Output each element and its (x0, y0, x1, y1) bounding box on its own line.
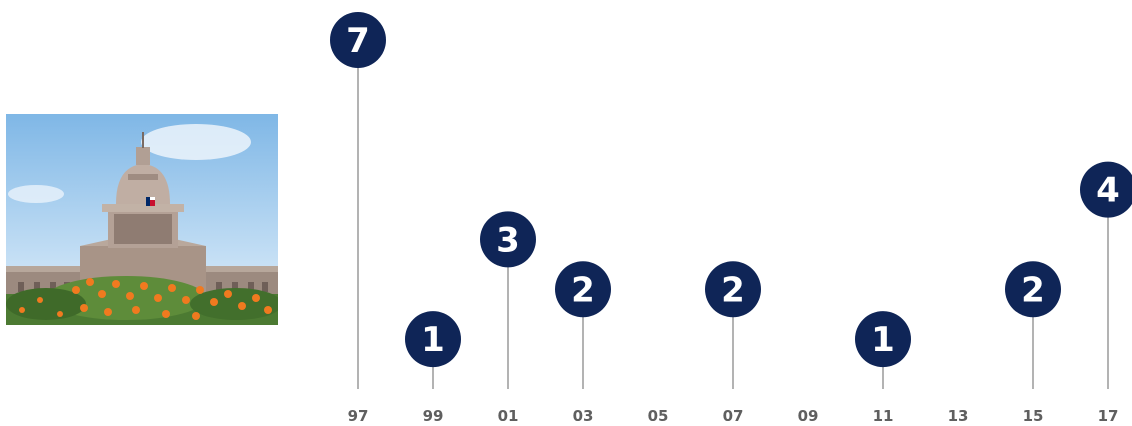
x-tick-label: 13 (948, 407, 969, 425)
value-bubble (1005, 261, 1061, 318)
x-tick-label: 01 (498, 407, 519, 425)
value-label: 1 (421, 320, 445, 360)
texas-capitol-photo-icon (6, 114, 278, 325)
value-label: 7 (346, 21, 370, 61)
x-tick-label: 09 (798, 407, 819, 425)
value-bubble (480, 211, 536, 268)
value-bubble (405, 311, 461, 368)
value-label: 2 (571, 270, 595, 310)
value-label: 1 (871, 320, 895, 360)
value-bubble (705, 261, 761, 318)
value-bubble (555, 261, 611, 318)
value-bubble (330, 12, 386, 68)
value-label: 4 (1096, 171, 1120, 211)
x-tick-label: 15 (1023, 407, 1044, 425)
x-tick-label: 03 (573, 407, 594, 425)
capitol-photo (6, 114, 278, 325)
x-tick-label: 05 (648, 407, 669, 425)
x-tick-label: 07 (723, 407, 744, 425)
value-label: 2 (721, 270, 745, 310)
x-tick-label: 99 (423, 407, 444, 425)
value-label: 2 (1021, 270, 1045, 310)
x-tick-label: 17 (1098, 407, 1119, 425)
x-tick-label: 97 (348, 407, 369, 425)
value-label: 3 (496, 220, 520, 260)
value-bubble (855, 311, 911, 368)
x-tick-label: 11 (873, 407, 894, 425)
value-bubble (1080, 161, 1132, 218)
